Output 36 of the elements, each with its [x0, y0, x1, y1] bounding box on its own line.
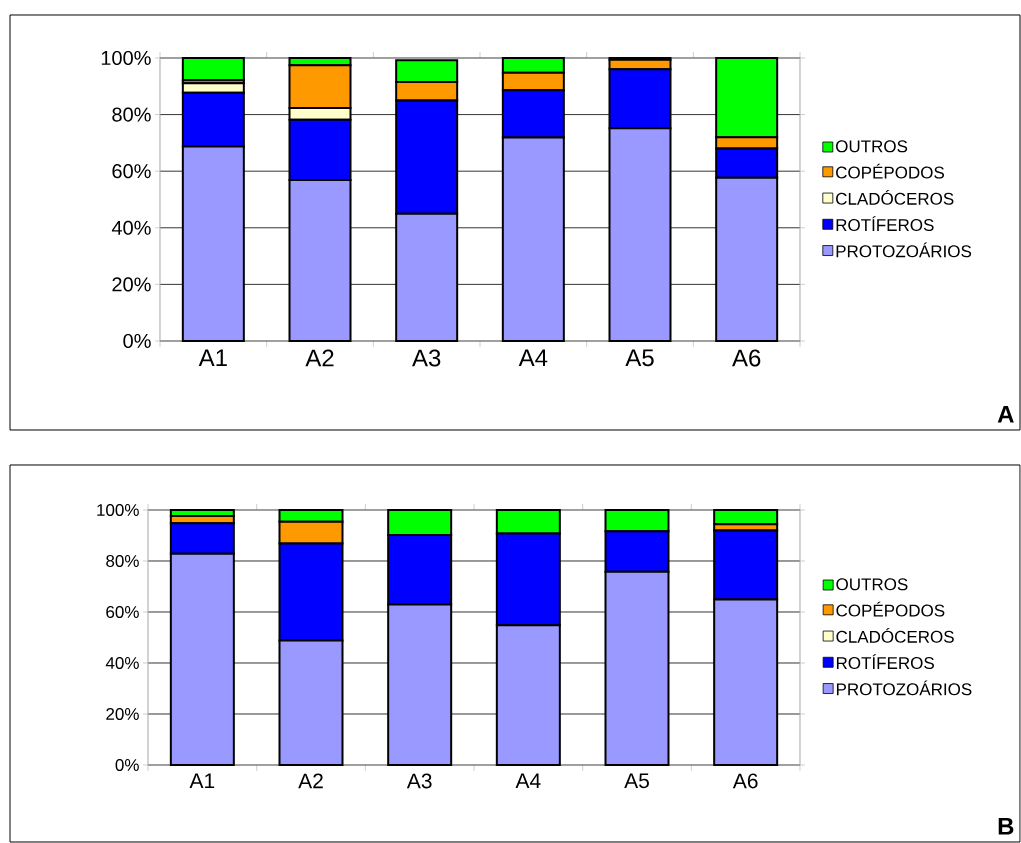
legend-label: CLADÓCEROS	[836, 627, 954, 643]
text: B	[998, 817, 1014, 835]
y-tick-label: 60%	[112, 164, 151, 179]
x-tick-label: A6	[732, 349, 761, 367]
x-tick-label: A6	[732, 773, 758, 789]
x-tick-label: A1	[189, 773, 215, 788]
legend-label: PROTOZOÁRIOS	[836, 680, 972, 696]
y-tick-label: 40%	[105, 656, 139, 670]
x-tick-label: A3	[412, 349, 441, 367]
legend-label: CLADÓCEROS	[836, 189, 954, 205]
y-tick-label: 20%	[106, 707, 139, 721]
y-tick-label: 60%	[106, 605, 139, 619]
x-tick-label: A3	[406, 773, 432, 789]
x-tick-label: A4	[518, 349, 548, 367]
x-tick-label: A2	[305, 349, 334, 367]
y-tick-label: 20%	[112, 277, 151, 292]
legend-label: ROTÍFEROS	[836, 216, 934, 232]
y-tick-label: 80%	[112, 107, 151, 122]
y-tick-label: 0%	[123, 333, 151, 349]
legend-label: PROTOZOÁRIOS	[836, 242, 972, 258]
legend-label: OUTROS	[836, 140, 908, 153]
y-tick-label: 100%	[101, 50, 151, 66]
legend-label: COPÉPODOS	[836, 163, 944, 179]
x-tick-label: A5	[625, 349, 654, 367]
x-tick-label: A4	[515, 773, 541, 788]
legend-label: COPÉPODOS	[836, 601, 945, 617]
x-tick-label: A2	[298, 773, 323, 789]
y-tick-label: 100%	[97, 503, 139, 517]
y-tick-label: 40%	[111, 220, 151, 235]
legend-label: OUTROS	[836, 578, 908, 591]
text: A	[997, 405, 1014, 423]
y-tick-label: 0%	[115, 758, 139, 772]
x-tick-label: A1	[198, 349, 227, 367]
legend-label: ROTÍFEROS	[836, 654, 934, 670]
x-tick-label: A5	[624, 773, 649, 789]
y-tick-label: 80%	[106, 554, 139, 568]
